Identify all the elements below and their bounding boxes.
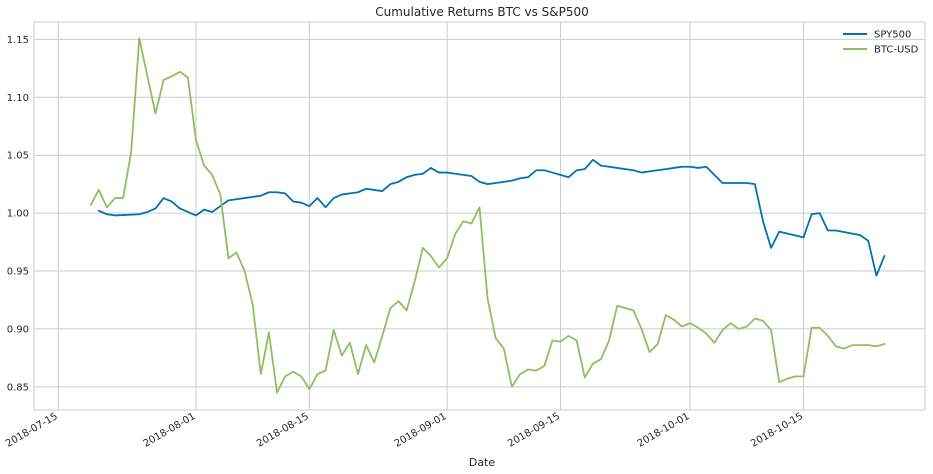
- series-line-spy500: [97, 158, 886, 277]
- x-tick-label: 2018-08-15: [255, 411, 311, 450]
- y-tick-label: 1.10: [7, 93, 29, 104]
- y-tick-label: 1.05: [7, 151, 29, 162]
- grid: [34, 22, 925, 410]
- y-tick-label: 1.15: [7, 35, 29, 46]
- x-axis-label: Date: [469, 456, 496, 469]
- x-tick-label: 2018-10-01: [636, 411, 692, 450]
- plot-frame: [33, 21, 926, 411]
- x-tick-label: 2018-10-15: [749, 411, 805, 450]
- series-layer: [89, 37, 886, 394]
- y-tick-label: 1.00: [7, 209, 29, 220]
- x-tick-label: 2018-09-01: [393, 411, 449, 450]
- y-tick-label: 0.85: [7, 382, 29, 393]
- x-tick-label: 2018-09-15: [506, 411, 562, 450]
- legend-label: SPY500: [874, 30, 911, 41]
- chart-title: Cumulative Returns BTC vs S&P500: [375, 5, 589, 19]
- legend-label: BTC-USD: [874, 45, 919, 56]
- series-line-btc-usd: [89, 37, 886, 394]
- y-tick-label: 0.90: [7, 324, 29, 335]
- x-tick-label: 2018-07-15: [4, 411, 60, 450]
- y-tick-label: 0.95: [7, 267, 29, 278]
- legend: SPY500 BTC-USD: [843, 30, 919, 56]
- x-tick-label: 2018-08-01: [142, 411, 198, 450]
